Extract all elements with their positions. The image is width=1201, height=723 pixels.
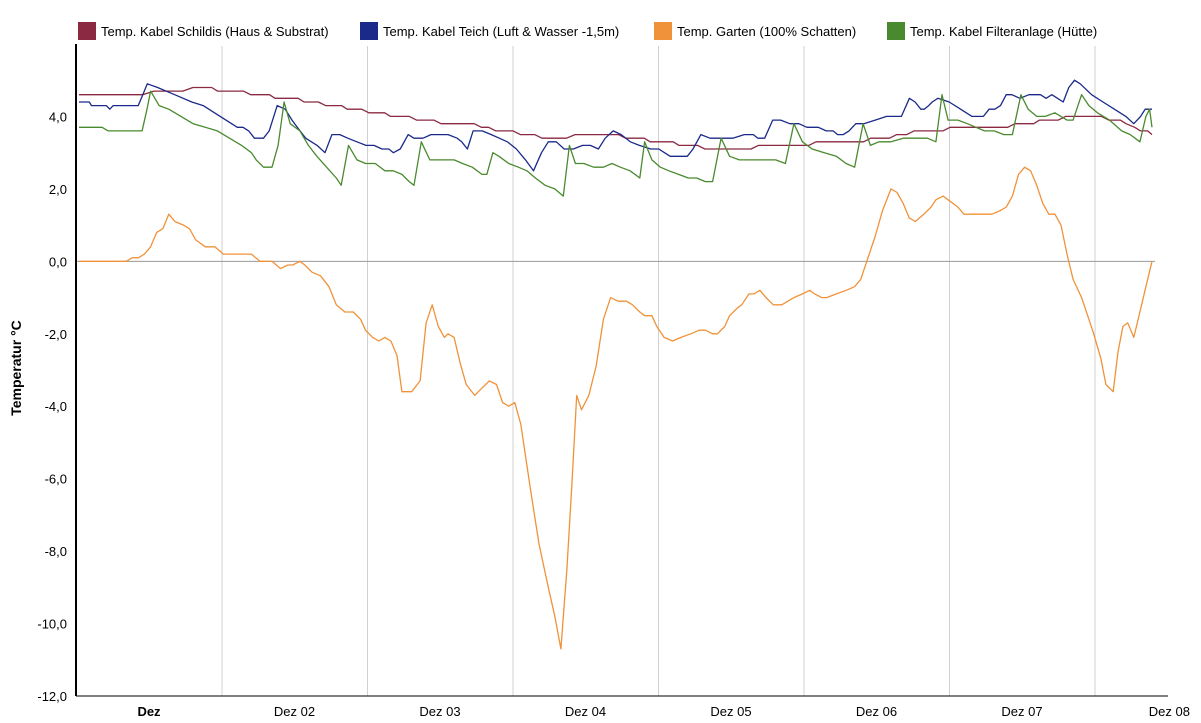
legend-swatch [887,22,905,40]
series-line-1 [79,86,1153,150]
legend-label: Temp. Kabel Teich (Luft & Wasser -1,5m) [383,24,619,39]
y-tick-label: -6,0 [45,472,67,487]
legend-swatch [360,22,378,40]
legend-item[interactable]: Temp. Garten (100% Schatten) [654,22,856,40]
legend-label: Temp. Kabel Schildis (Haus & Substrat) [101,24,329,39]
legend-item[interactable]: Temp. Kabel Filteranlage (Hütte) [887,22,1097,40]
series-line-2 [79,79,1152,172]
legend-label: Temp. Kabel Filteranlage (Hütte) [910,24,1097,39]
y-axis-label: Temperatur °C [8,320,24,416]
axes [75,44,1168,697]
grid-lines [221,46,1096,696]
y-tick-label: -2,0 [45,327,67,342]
x-tick-label: Dez 05 [710,704,751,719]
x-tick-label: Dez 03 [419,704,460,719]
y-tick-label: 0,0 [49,254,67,269]
y-tick-label: -4,0 [45,399,67,414]
y-tick-label: -12,0 [37,689,67,704]
x-axis-ticks: Dez Dez 02 Dez 03 Dez 04 Dez 05 Dez 06 Dez 07 D… [137,704,1190,719]
legend-item[interactable]: Temp. Kabel Schildis (Haus & Substrat) [78,22,329,40]
legend-label: Temp. Garten (100% Schatten) [677,24,856,39]
x-tick-label: Dez 06 [856,704,897,719]
legend-swatch [654,22,672,40]
legend-item[interactable]: Temp. Kabel Teich (Luft & Wasser -1,5m) [360,22,619,40]
legend[interactable]: Temp. Kabel Schildis (Haus & Substrat) Te… [78,22,1097,40]
series-line-3 [79,166,1153,650]
x-tick-label: Dez 07 [1001,704,1042,719]
y-tick-label: -10,0 [37,617,67,632]
x-tick-label: Dez [137,704,161,719]
series-lines [79,79,1153,650]
y-tick-label: 4,0 [49,109,67,124]
x-tick-label: Dez 08 [1149,704,1190,719]
x-tick-label: Dez 02 [274,704,315,719]
y-tick-label: -8,0 [45,544,67,559]
y-axis-ticks: 4,0 2,0 0,0 -2,0 -4,0 -6,0 -8,0 -10,0 -12,0 [37,109,67,704]
y-tick-label: 2,0 [49,182,67,197]
x-tick-label: Dez 04 [565,704,606,719]
series-line-4 [79,90,1153,197]
legend-swatch [78,22,96,40]
